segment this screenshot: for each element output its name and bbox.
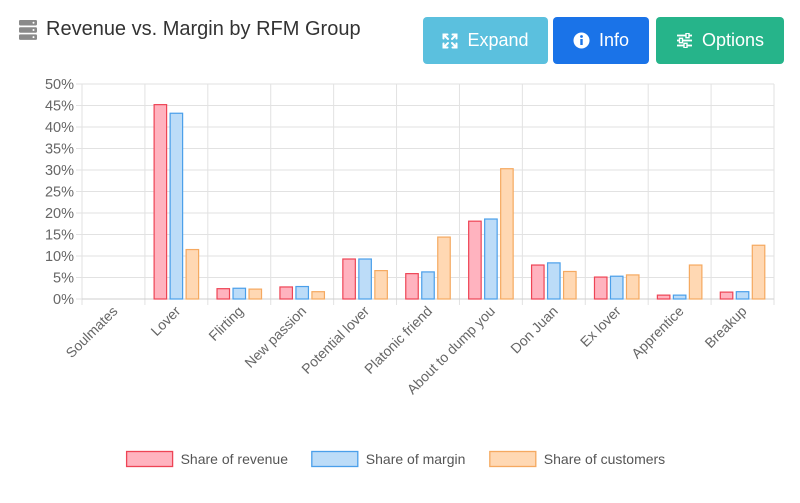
x-tick-label: New passion [241,303,309,371]
bar [311,291,326,300]
y-tick-label: 10% [45,249,74,265]
legend-label: Share of margin [366,451,466,467]
y-tick-label: 30% [45,163,74,179]
bar [342,258,356,300]
y-tick-label: 25% [45,185,74,201]
bar [358,258,372,300]
legend-swatch [125,450,174,468]
y-tick-label: 45% [45,99,74,115]
bar [609,275,624,300]
expand-button[interactable]: Expand [423,17,548,64]
x-tick-label: Apprentice [628,303,687,362]
y-tick-label: 5% [53,271,74,287]
legend-swatch [311,450,359,468]
bar [484,218,498,300]
bar [232,287,247,300]
x-tick-label: Lover [147,303,183,339]
expand-icon [442,33,458,48]
info-label: Info [598,30,630,50]
y-tick-label: 20% [45,206,74,222]
x-tick-label: Breakup [701,303,749,351]
bar [751,244,766,300]
y-tick-label: 40% [45,120,74,136]
info-icon [573,32,590,49]
info-button[interactable]: Info [553,17,649,64]
bar [500,168,514,300]
bar [530,264,545,300]
options-button[interactable]: Options [656,17,784,64]
bar [405,273,419,300]
bar [672,294,687,300]
bar [153,104,168,300]
bar [562,270,577,300]
bar [248,288,263,300]
bar [656,294,671,300]
chart-title: Revenue vs. Margin by RFM Group [46,18,361,40]
legend-label: Share of revenue [181,451,289,467]
options-label: Options [701,30,765,50]
bar [216,288,231,300]
bar [468,220,482,300]
bar [735,291,750,300]
server-icon [19,19,37,40]
y-tick-label: 50% [45,77,74,93]
legend-swatch [489,450,537,468]
y-tick-label: 35% [45,142,74,158]
bar [688,264,703,300]
bar [374,270,388,300]
legend-label: Share of customers [544,451,665,467]
y-tick-label: 0% [53,292,74,308]
expand-label: Expand [467,30,529,50]
bar [546,262,561,300]
bar [719,291,734,300]
header: Revenue vs. Margin by RFM Group Expand I… [0,0,800,70]
bar [169,112,184,300]
bar [593,276,608,300]
bar [437,236,451,300]
bar [625,274,640,300]
bar [295,285,310,300]
x-tick-label: Ex lover [577,303,624,350]
x-tick-label: Soulmates [62,303,120,361]
x-tick-label: Flirting [205,303,246,344]
bar [185,248,200,300]
title-wrap: Revenue vs. Margin by RFM Group [18,18,361,41]
sliders-icon [676,33,692,48]
bar [279,286,294,300]
x-tick-label: Don Juan [507,303,561,357]
bar [421,271,435,300]
y-tick-label: 15% [45,228,74,244]
